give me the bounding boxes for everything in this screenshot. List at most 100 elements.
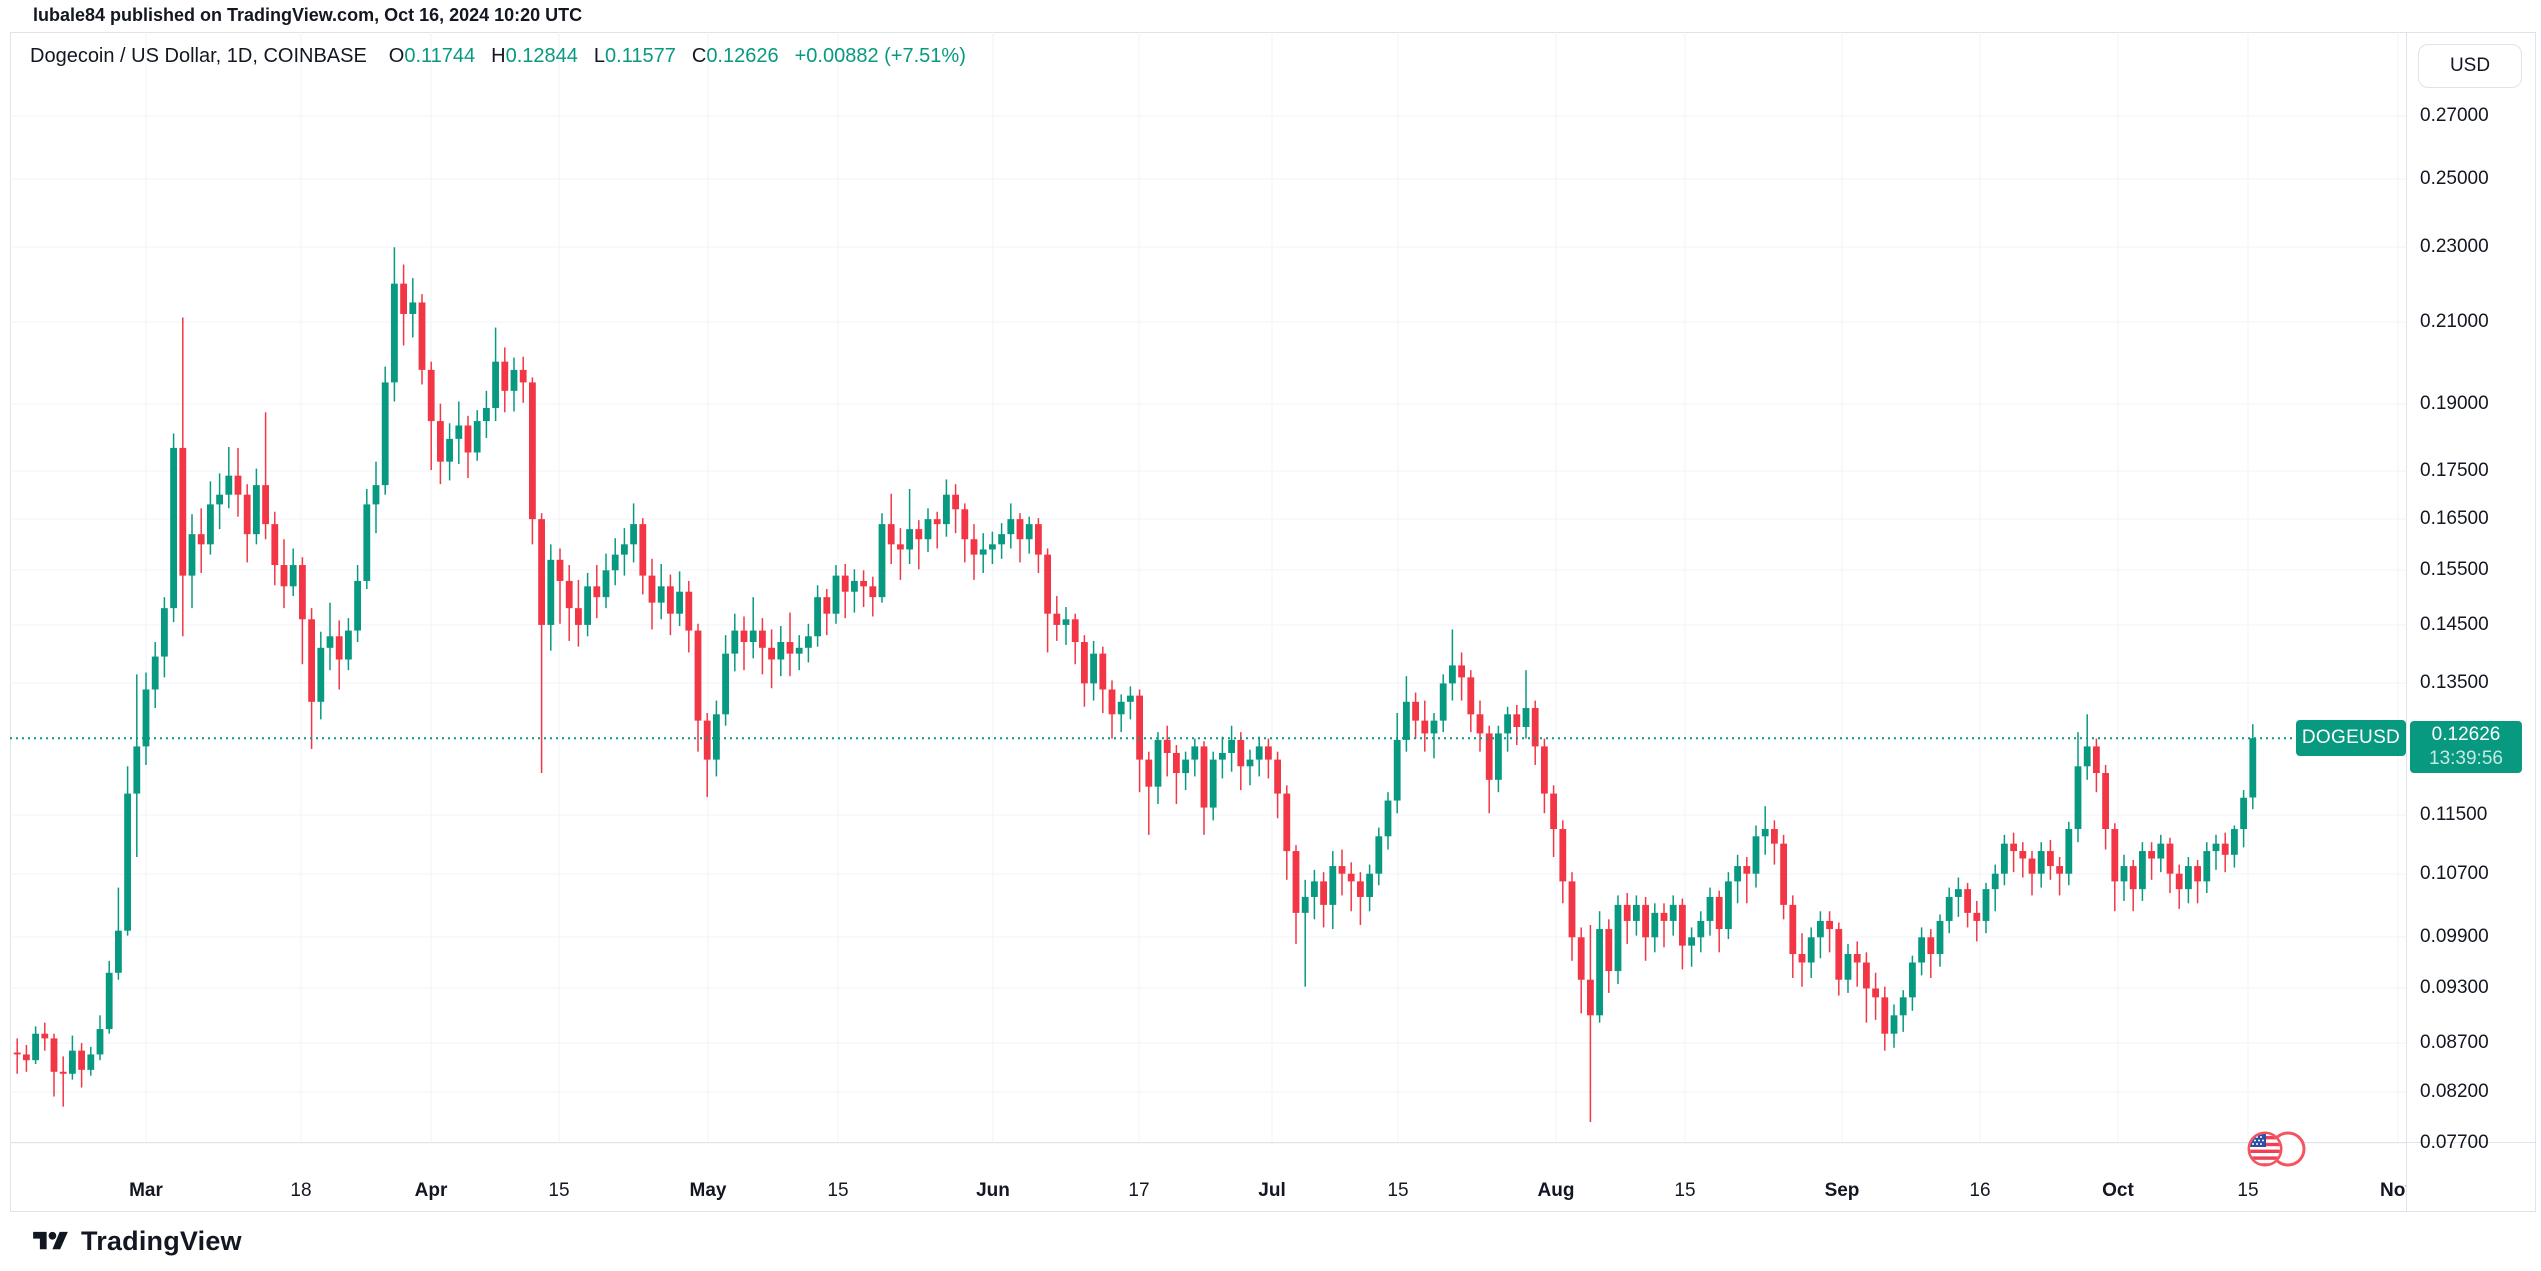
candle-up [989, 544, 996, 550]
candle-down [1163, 739, 1171, 753]
candle-up [216, 494, 223, 505]
candle-down [1035, 524, 1042, 555]
last-price-badge[interactable]: 0.12626 13:39:56 [2410, 721, 2522, 774]
candle-up [492, 361, 499, 408]
candle-down [2010, 843, 2017, 852]
candle-up [1955, 889, 1962, 897]
time-tick-label: 15 [1387, 1180, 1409, 1201]
candle-up [1697, 920, 1705, 938]
currency-usd-button[interactable]: USD [2418, 44, 2522, 88]
candle-up [1117, 701, 1125, 715]
candle-down [887, 524, 895, 545]
candle-down [593, 586, 601, 598]
candle-down [2047, 851, 2054, 867]
candle-down [1541, 746, 1548, 794]
candle-up [1844, 954, 1852, 980]
candle-down [961, 509, 969, 540]
tradingview-logo[interactable]: TradingView [33, 1226, 242, 1257]
chart-legend[interactable]: Dogecoin / US Dollar, 1D, COINBASE O0.11… [30, 45, 966, 68]
candle-up [1945, 896, 1953, 921]
last-price-symbol-badge[interactable]: DOGEUSD [2296, 720, 2406, 757]
candle-up [225, 475, 233, 495]
time-scale-separator[interactable] [10, 1142, 2536, 1143]
candle-up [1817, 920, 1824, 938]
candle-up [621, 544, 628, 555]
candle-up [69, 1050, 76, 1074]
symbol-title[interactable]: Dogecoin / US Dollar, 1D, COINBASE [30, 45, 367, 67]
price-tick-label: 0.23000 [2420, 236, 2489, 258]
candle-up [483, 407, 490, 422]
candle-up [1669, 904, 1677, 921]
price-tick-label: 0.13500 [2420, 672, 2489, 694]
candle-down [1071, 619, 1079, 643]
time-tick-label: Apr [414, 1180, 448, 1201]
candle-up [1651, 912, 1659, 938]
candle-down [1789, 904, 1797, 955]
candle-up [1991, 873, 1999, 890]
ohlc-high: H0.12844 [491, 45, 578, 67]
time-tick-label: 15 [2237, 1180, 2259, 1201]
price-tick-label: 0.11500 [2420, 803, 2488, 825]
candle-down [427, 369, 435, 422]
chart-widget-frame [10, 32, 2536, 1212]
candle-down [2129, 866, 2137, 890]
candle-up [1182, 759, 1189, 774]
candle-down [2093, 746, 2100, 774]
candle-down [933, 519, 941, 525]
candle-up [1090, 653, 1097, 684]
candle-down [335, 636, 343, 660]
candle-up [1025, 524, 1033, 540]
candle-up [630, 524, 637, 545]
candle-down [556, 559, 564, 581]
time-tick-label: Sep [1824, 1180, 1860, 1201]
time-scale[interactable]: Mar 18 Apr 15 May 15 Jun 17 Jul 15 Aug 15 Sep 16 Oct 15… [10, 1142, 2406, 1212]
candle-up [1614, 904, 1622, 972]
candle-down [1660, 912, 1668, 921]
candle-down [2148, 851, 2155, 859]
candle-up [2083, 746, 2091, 767]
candle-down [1357, 881, 1364, 897]
candle-up [253, 485, 260, 535]
candle-up [2185, 866, 2192, 890]
candle-up [2037, 851, 2045, 874]
candle-down [262, 485, 269, 525]
candle-down [418, 302, 426, 370]
time-tick-label: Nov [2380, 1180, 2406, 1201]
candle-down [639, 524, 647, 576]
candle-down [1715, 896, 1723, 930]
candle-up [657, 586, 665, 603]
candle-up [446, 438, 453, 462]
candle-down [1642, 904, 1649, 938]
candle-down [2056, 866, 2063, 874]
candle-up [207, 504, 214, 545]
candle-down [78, 1050, 85, 1070]
candle-down [437, 421, 444, 462]
price-scale[interactable]: 0.27000 0.25000 0.23000 0.21000 0.19000 0.175… [2406, 0, 2540, 1271]
candle-down [1338, 866, 1346, 874]
price-tick-label: 0.19000 [2420, 392, 2489, 414]
tradingview-logo-text: TradingView [81, 1226, 242, 1256]
candle-down [1265, 746, 1272, 760]
candle-down [1320, 881, 1327, 905]
candle-up [363, 504, 371, 581]
attribution-text: lubale84 published on TradingView.com, O… [33, 5, 583, 25]
candle-down [1679, 904, 1686, 946]
candle-down [1568, 881, 1576, 938]
candle-down [667, 586, 674, 614]
candle-up [1706, 896, 1714, 921]
candle-up [777, 642, 785, 660]
time-tick-label: 15 [827, 1180, 849, 1201]
candle-down [2111, 829, 2119, 882]
candle-down [1467, 677, 1475, 715]
candle-up [2074, 766, 2082, 830]
candle-down [860, 580, 867, 587]
candle-down [243, 494, 251, 535]
candle-up [1982, 889, 1990, 921]
us-flag-economic-event-icon[interactable] [2244, 1128, 2308, 1170]
candle-up [795, 647, 803, 654]
candle-down [759, 630, 766, 648]
price-scale-separator[interactable] [2406, 32, 2407, 1212]
candle-down [1623, 904, 1631, 921]
